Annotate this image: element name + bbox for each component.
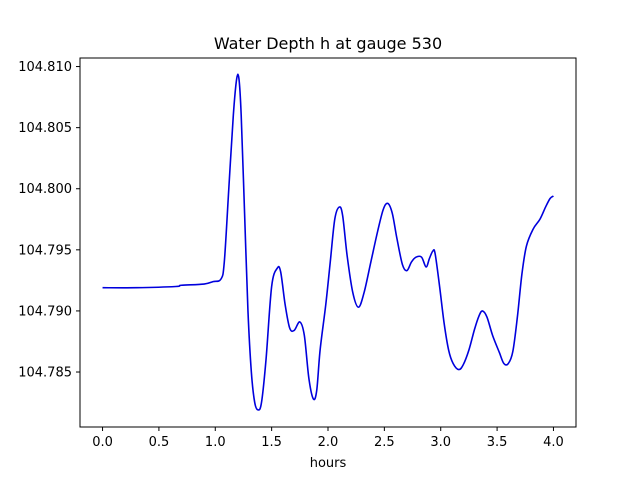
y-tick-label: 104.795 <box>18 243 72 258</box>
x-tick-label: 3.5 <box>487 435 508 450</box>
x-axis-label: hours <box>310 456 347 471</box>
x-tick-label: 3.0 <box>430 435 451 450</box>
y-tick-label: 104.785 <box>18 366 72 381</box>
x-tick-label: 4.0 <box>543 435 564 450</box>
series-layer <box>102 73 554 411</box>
y-tick-label: 104.790 <box>18 304 72 319</box>
y-tick-label: 104.810 <box>18 60 72 75</box>
x-tick-label: 2.5 <box>374 435 395 450</box>
y-tick-label: 104.800 <box>18 182 72 197</box>
x-tick-label: 2.0 <box>318 435 339 450</box>
x-tick-label: 1.5 <box>261 435 282 450</box>
x-tick-label: 1.0 <box>205 435 226 450</box>
y-tick-label: 104.805 <box>18 121 72 136</box>
x-tick-label: 0.0 <box>92 435 113 450</box>
x-axis: 0.0 0.5 1.0 1.5 2.0 2.5 3.0 3.5 4.0 <box>92 427 564 450</box>
chart-title: Water Depth h at gauge 530 <box>214 34 442 53</box>
y-axis: 104.785 104.790 104.795 104.800 104.805 104.8… <box>18 60 80 381</box>
x-tick-label: 0.5 <box>149 435 170 450</box>
series-line-0 <box>102 73 554 411</box>
